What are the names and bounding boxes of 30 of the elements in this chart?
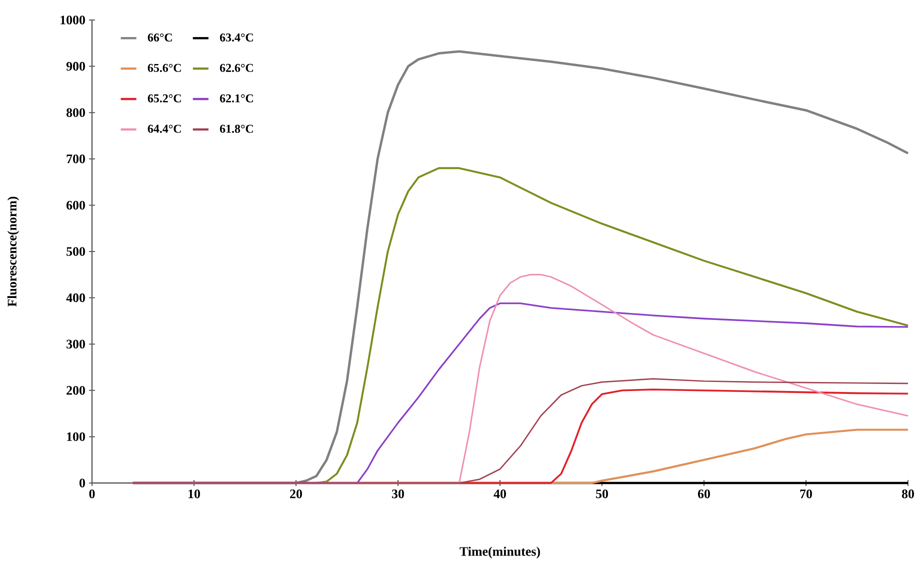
y-tick-label: 800 (66, 108, 85, 118)
y-tick-label: 300 (66, 340, 85, 349)
x-tick-label: 80 (902, 490, 914, 498)
x-tick-label: 20 (290, 490, 302, 498)
x-tick-label: 40 (494, 490, 506, 498)
y-tick-label: 400 (66, 294, 85, 302)
x-tick-label: 70 (800, 490, 812, 498)
x-axis-title: Time(minutes) (460, 546, 540, 559)
legend-label: 61.8°C (220, 124, 253, 133)
legend-label: 65.6°C (148, 64, 181, 72)
y-tick-label: 200 (66, 386, 85, 395)
y-axis-title: Fluorescence(norm) (7, 196, 20, 307)
y-tick-label: 100 (67, 432, 85, 442)
y-tick-label: 900 (66, 62, 85, 71)
legend-label: 63.4°C (220, 34, 253, 42)
x-tick-label: 10 (188, 490, 200, 498)
legend-label: 65.2°C (148, 94, 181, 103)
x-tick-label: 0 (89, 490, 95, 498)
x-tick-label: 30 (392, 490, 404, 498)
legend-label: 64.4°C (148, 124, 181, 133)
x-tick-label: 60 (698, 490, 710, 498)
legend-label: 62.6°C (220, 64, 253, 72)
legend-label: 62.1°C (220, 94, 253, 103)
legend-label: 66°C (148, 34, 172, 42)
y-tick-label: 0 (80, 478, 85, 488)
y-tick-label: 700 (66, 154, 85, 164)
x-tick-label: 50 (596, 490, 608, 498)
y-tick-label: 600 (66, 200, 85, 210)
y-tick-label: 500 (66, 247, 85, 256)
y-tick-label: 1000 (60, 16, 85, 24)
